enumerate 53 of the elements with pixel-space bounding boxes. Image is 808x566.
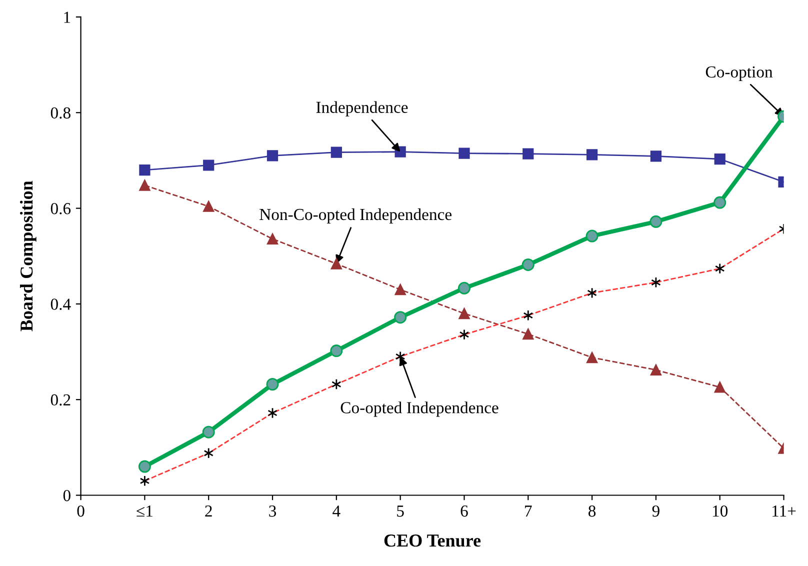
point (266, 378, 279, 391)
x-tick-label: 3 (269, 506, 276, 517)
point (586, 149, 598, 160)
x-tick-label: 6 (460, 506, 468, 517)
point (714, 196, 726, 209)
x-tick-label: 0 (77, 505, 84, 517)
y-tick-label: 1 (64, 12, 70, 23)
x-tick-label: 10 (712, 505, 728, 517)
y-tick-label: 0.2 (50, 394, 70, 406)
point (139, 180, 150, 191)
point (586, 230, 598, 242)
point (650, 364, 662, 376)
y-tick-label: 0.4 (50, 298, 71, 310)
y-tick-label: 0.6 (50, 202, 71, 214)
point (586, 352, 598, 364)
point (138, 460, 151, 473)
x-axis-title: CEO Tenure (384, 534, 481, 547)
point (458, 308, 470, 320)
point (650, 150, 662, 162)
x-tick-label: 7 (525, 506, 532, 517)
x-tick-label: 9 (652, 506, 660, 517)
y-axis-title: Board Composition (20, 180, 36, 332)
y-tick-label: 0 (63, 490, 70, 502)
point (458, 148, 470, 159)
x-tick-label: 5 (397, 506, 404, 517)
point (650, 215, 662, 228)
point (330, 344, 343, 358)
point (714, 153, 726, 165)
annotation: Independence (316, 101, 408, 116)
point (139, 164, 150, 176)
point (458, 282, 470, 294)
point (203, 160, 214, 171)
point (202, 426, 215, 438)
point (394, 284, 406, 296)
annotation: Non-Co-opted Independence (260, 208, 452, 224)
point (266, 233, 278, 244)
x-tick-label: ≤1 (136, 506, 152, 517)
point (203, 200, 214, 212)
point (522, 328, 534, 340)
point (714, 382, 726, 393)
annotation: Co-option (706, 66, 773, 81)
x-tick-label: 8 (588, 505, 596, 517)
point (522, 148, 534, 160)
y-tick-label: 0.8 (50, 107, 70, 119)
x-tick-label: 11+ (772, 506, 796, 517)
point (522, 258, 534, 271)
annotation: Co-opted Independence (340, 402, 498, 417)
point (266, 150, 278, 162)
x-tick-label: 4 (332, 506, 340, 517)
point (394, 311, 407, 324)
point (330, 146, 342, 158)
point (330, 258, 342, 270)
x-tick-label: 2 (205, 506, 212, 517)
